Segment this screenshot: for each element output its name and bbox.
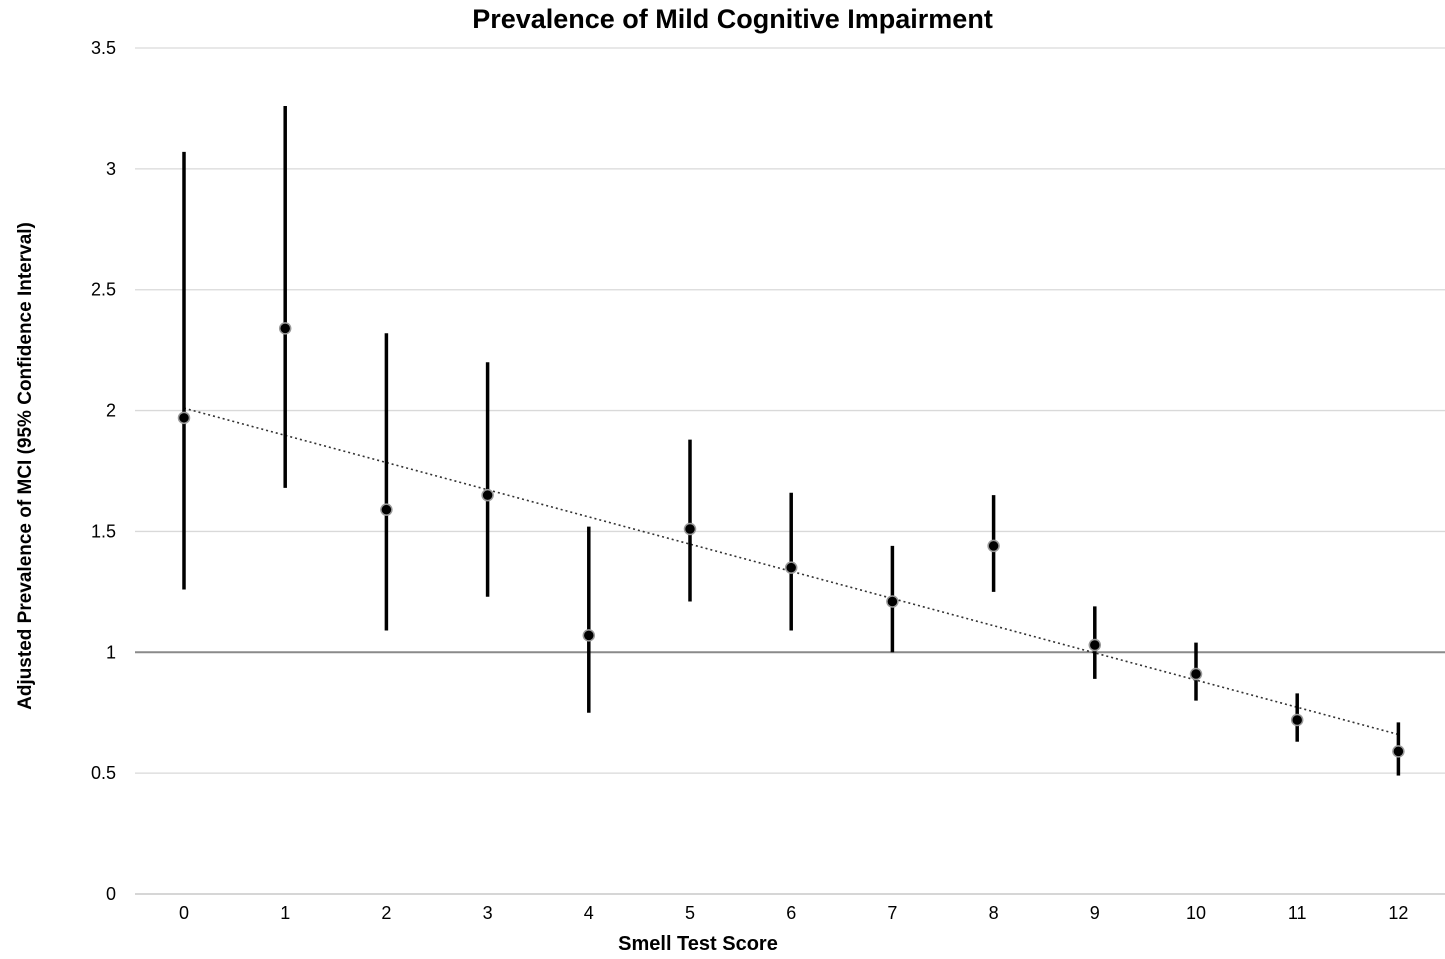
y-tick-label: 1.5 xyxy=(91,521,116,541)
y-tick-label: 2 xyxy=(106,401,116,421)
y-tick-label: 0 xyxy=(106,884,116,904)
y-tick-label: 1 xyxy=(106,642,116,662)
y-tick-label: 0.5 xyxy=(91,763,116,783)
x-tick-label: 1 xyxy=(280,903,290,923)
x-axis-label: Smell Test Score xyxy=(618,933,778,955)
data-point xyxy=(683,522,697,536)
y-tick-label: 2.5 xyxy=(91,280,116,300)
error-bars xyxy=(182,106,1401,776)
x-tick-label: 3 xyxy=(483,903,493,923)
grid-lines xyxy=(135,47,1445,895)
x-tick-label: 6 xyxy=(786,903,796,923)
chart-title: Prevalence of Mild Cognitive Impairment xyxy=(472,4,993,34)
data-point xyxy=(278,322,292,335)
data-point xyxy=(481,488,494,502)
data-point xyxy=(1088,638,1102,652)
x-tick-label: 10 xyxy=(1186,903,1206,923)
y-tick-labels: 0 0.5 1 1.5 2 2.5 3 3.5 xyxy=(91,38,116,904)
data-point xyxy=(1290,713,1304,727)
x-tick-label: 5 xyxy=(685,903,695,923)
data-point xyxy=(177,411,191,425)
data-point xyxy=(784,561,798,574)
x-tick-labels: 0 1 2 3 4 5 6 7 8 9 10 11 12 xyxy=(179,903,1408,923)
x-tick-label: 9 xyxy=(1090,903,1100,923)
y-tick-label: 3.5 xyxy=(91,38,116,58)
x-tick-label: 7 xyxy=(887,903,897,923)
x-tick-label: 12 xyxy=(1388,903,1408,923)
data-point xyxy=(1392,745,1405,758)
x-tick-label: 8 xyxy=(989,903,999,923)
data-point xyxy=(886,595,899,608)
data-point xyxy=(380,503,393,516)
data-point xyxy=(582,629,596,642)
x-tick-label: 2 xyxy=(381,903,391,923)
y-tick-label: 3 xyxy=(106,159,116,179)
data-point xyxy=(987,539,1000,553)
x-tick-label: 0 xyxy=(179,903,189,923)
x-tick-label: 11 xyxy=(1288,903,1307,923)
data-points xyxy=(177,322,1405,758)
data-point xyxy=(1189,667,1203,681)
x-tick-label: 4 xyxy=(584,903,594,923)
